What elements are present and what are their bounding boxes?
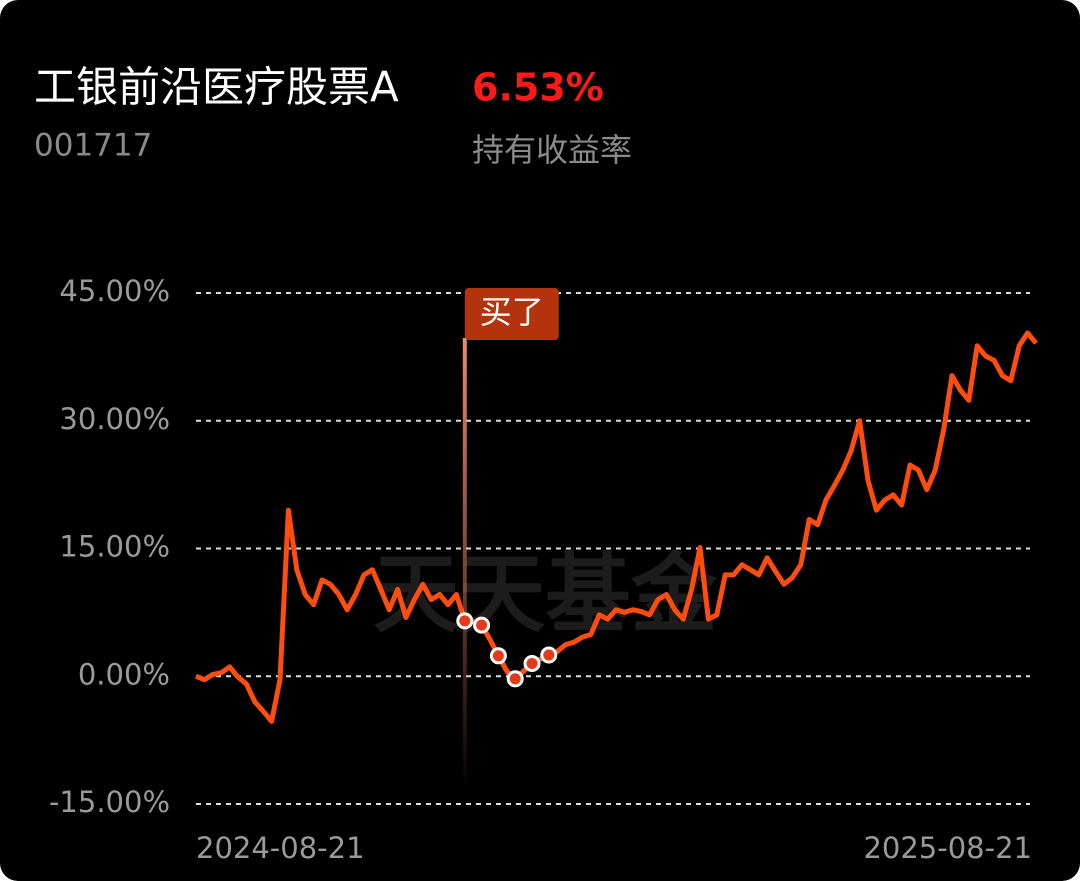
y-tick-label: 30.00%	[59, 402, 170, 436]
buy-point	[540, 646, 558, 664]
return-value: 6.53%	[472, 66, 604, 110]
x-tick-label: 2025-08-21	[863, 831, 1032, 865]
return-caption: 持有收益率	[472, 131, 632, 169]
fund-code: 001717	[34, 128, 152, 164]
buy-point	[473, 616, 491, 634]
buy-label: 买了	[480, 293, 544, 331]
buy-point	[456, 612, 474, 630]
buy-point	[506, 670, 524, 688]
price-line	[195, 330, 1038, 724]
buy-point	[489, 647, 507, 665]
fund-title: 工银前沿医疗股票A	[34, 63, 399, 112]
buy-point	[523, 654, 541, 672]
y-tick-label: 45.00%	[59, 274, 170, 308]
buy-badge	[464, 288, 559, 340]
x-tick-label: 2024-08-21	[196, 831, 365, 865]
y-tick-label: 15.00%	[59, 530, 170, 564]
buy-line	[462, 338, 467, 793]
y-tick-label: -15.00%	[49, 785, 170, 819]
y-tick-label: 0.00%	[78, 657, 170, 691]
